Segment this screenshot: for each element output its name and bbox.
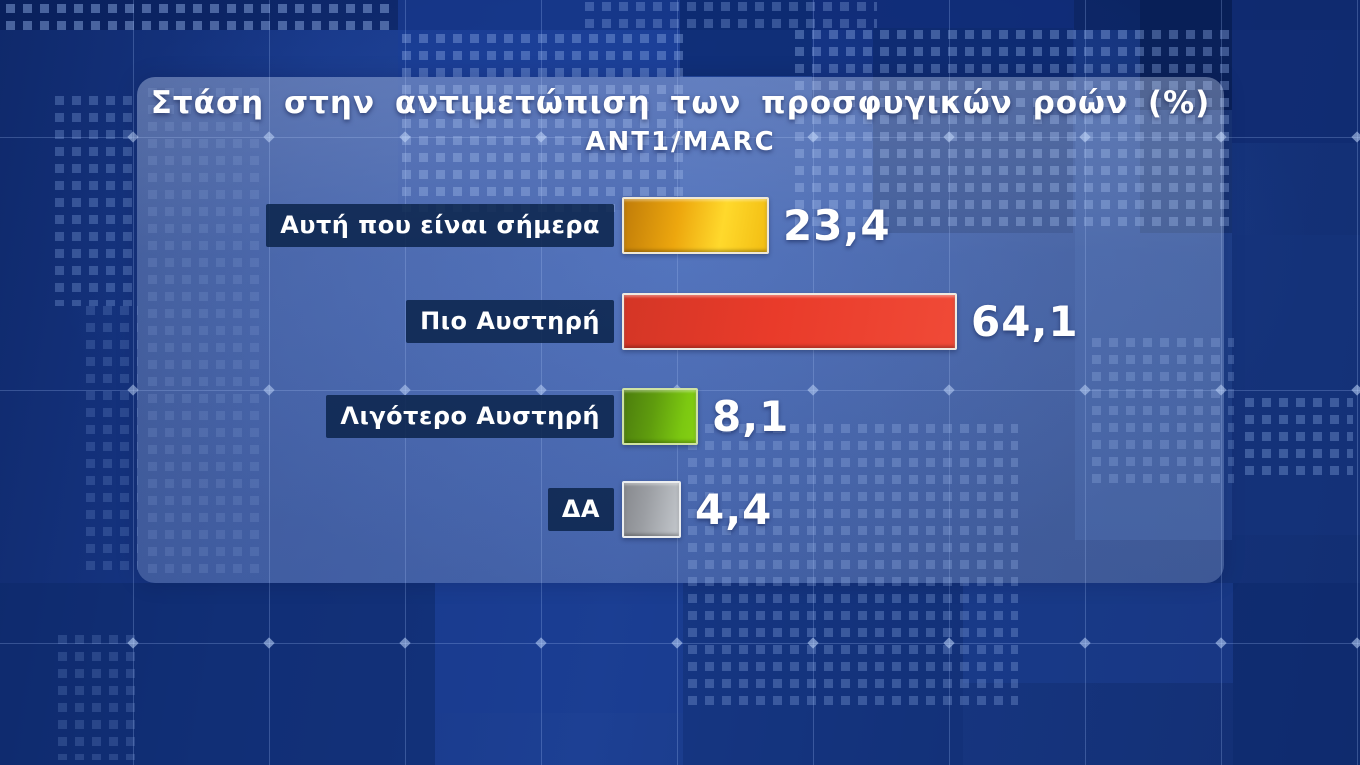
dot-pattern: [795, 30, 1237, 230]
bar-today: [622, 197, 769, 254]
dot-pattern: [55, 96, 137, 306]
bar-row-less-strict: Λιγότερο Αυστηρή 8,1: [137, 388, 1224, 445]
dot-pattern: [402, 34, 688, 212]
bg-tile: [1140, 0, 1232, 233]
bg-tile: [683, 583, 963, 765]
dot-pattern: [585, 2, 877, 28]
dot-pattern: [688, 424, 1018, 710]
bg-tile: [398, 0, 680, 210]
bg-tile: [963, 583, 1233, 683]
value-label: 23,4: [783, 201, 891, 250]
bg-tile: [1233, 583, 1360, 765]
bg-tile: [873, 28, 1073, 233]
chart-title: Στάση στην αντιμετώπιση των προσφυγικών …: [150, 85, 1211, 121]
bar-no-answer: [622, 481, 681, 538]
value-label: 64,1: [971, 297, 1079, 346]
dot-pattern: [1092, 338, 1234, 486]
bg-tile: [1232, 0, 1360, 143]
bg-tile: [1232, 235, 1360, 535]
bar-row-stricter: Πιο Αυστηρή 64,1: [137, 293, 1224, 350]
bar-row-no-answer: ΔΑ 4,4: [137, 481, 1224, 538]
dot-pattern: [6, 4, 396, 32]
bg-tile: [435, 583, 683, 713]
dot-pattern: [86, 306, 138, 576]
category-label: ΔΑ: [547, 488, 614, 531]
value-label: 4,4: [695, 485, 773, 534]
bg-tile: [0, 583, 435, 765]
dot-pattern: [148, 88, 266, 580]
bg-tile: [1075, 110, 1232, 540]
chart-panel: Στάση στην αντιμετώπιση των προσφυγικών …: [137, 77, 1224, 583]
category-label: Πιο Αυστηρή: [406, 300, 614, 343]
bar-row-today: Αυτή που είναι σήμερα 23,4: [137, 197, 1224, 254]
dot-pattern: [58, 635, 138, 760]
chart-subtitle: ANT1/MARC: [585, 127, 776, 157]
bg-tile: [680, 0, 812, 76]
dot-pattern: [1245, 398, 1353, 476]
bar-less-strict: [622, 388, 698, 445]
category-label: Λιγότερο Αυστηρή: [326, 395, 614, 438]
category-label: Αυτή που είναι σήμερα: [266, 204, 614, 247]
value-label: 8,1: [712, 392, 790, 441]
bar-stricter: [622, 293, 957, 350]
